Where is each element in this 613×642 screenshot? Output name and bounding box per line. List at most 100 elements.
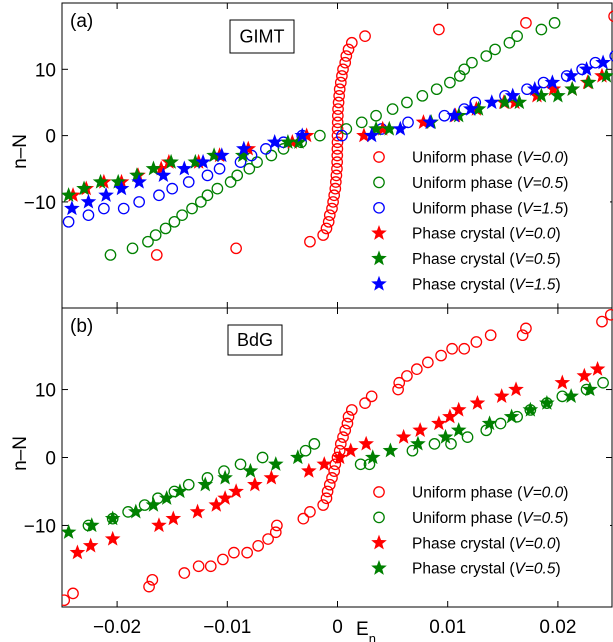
data-point [151,517,167,533]
data-point [363,127,380,143]
data-point [463,100,479,116]
data-point [186,202,198,215]
data-point [331,149,344,162]
data-point [535,23,548,36]
legend-marker [373,511,385,524]
data-point [392,120,409,136]
data-point [433,23,445,36]
data-point [129,167,145,183]
data-point [211,182,224,195]
data-point [609,50,613,62]
data-point [260,143,272,155]
data-point [266,134,283,149]
data-point [320,222,333,235]
panel-b-bdg: −10 0 10 −0.02 −0.01 0 0.01 0.02 En n–N (b) BdG Unif… [10,307,613,642]
data-point [176,209,188,222]
data-point [458,63,471,76]
legend-box [357,478,610,588]
data-point [364,449,381,465]
data-point [277,143,290,155]
data-point [316,456,333,471]
data-point [230,242,242,255]
data-point [410,435,426,451]
data-point [192,560,205,573]
data-point [98,187,114,202]
data-point [428,438,441,450]
data-point [201,169,214,182]
data-point [328,189,341,202]
data-point [522,401,539,417]
data-point [342,43,355,56]
data-point [345,36,358,49]
data-point [580,74,597,90]
data-point [62,524,77,539]
data-point [267,456,284,471]
data-point [576,367,593,383]
x-tick-label: 0.02 [539,617,576,638]
data-point [113,180,130,196]
data-point [550,87,566,103]
data-point [117,202,130,215]
data-point [126,242,139,255]
data-point [354,458,367,471]
data-point [269,526,282,539]
data-point [329,458,342,471]
data-point [337,431,349,443]
data-point [339,424,352,437]
data-point [359,397,371,409]
x-tick-label: 0.01 [429,617,466,638]
data-point [271,519,283,532]
data-point [80,193,97,209]
data-point [489,43,501,56]
data-point [158,490,175,505]
data-point [320,492,333,505]
data-point [582,381,598,397]
data-point [450,422,467,437]
data-point [339,56,352,69]
data-point [435,349,447,362]
data-point [82,537,99,553]
data-point [110,173,126,189]
data-point [301,462,317,478]
data-point [511,30,523,43]
data-point [217,490,233,505]
data-point [445,438,457,450]
data-point [331,143,344,155]
data-point [604,308,613,321]
data-point [508,381,524,397]
data-point [503,36,516,49]
data-point [308,438,321,450]
data-point [595,54,611,70]
data-point [153,189,165,202]
data-point [331,129,344,142]
data-point [329,176,342,188]
data-point [342,442,359,458]
data-point [494,417,507,430]
data-point [83,517,100,533]
data-point [410,363,423,376]
data-point [597,376,609,389]
data-point [331,162,343,175]
data-point [365,390,378,403]
data-point [234,458,247,471]
y-tick-label: 10 [35,60,56,81]
data-point [382,442,399,458]
data-point [69,544,86,560]
data-point [197,476,214,492]
data-point [329,182,342,195]
data-point [82,209,95,222]
data-point [341,417,354,430]
data-point [548,17,561,29]
data-point [322,215,335,228]
data-point [92,173,109,189]
data-point [469,394,486,410]
data-point [545,81,562,96]
data-point [143,580,155,593]
data-point [481,415,498,431]
data-point [317,229,330,241]
legend-marker [371,250,387,266]
data-point [386,103,399,115]
data-point [206,147,222,163]
y-tick-label: −10 [24,516,56,537]
